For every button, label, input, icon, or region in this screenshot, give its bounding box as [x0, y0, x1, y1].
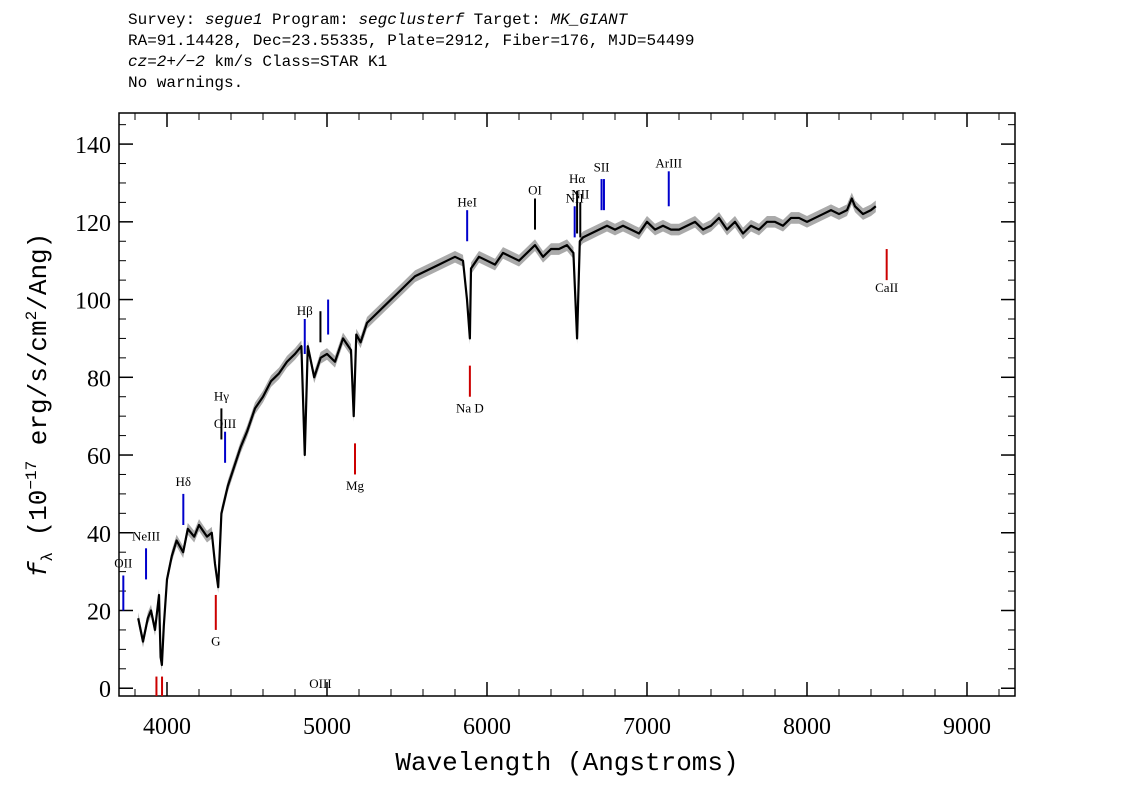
redshift-value: cz=2+/−2 [128, 53, 205, 71]
y-tick-label: 100 [75, 289, 111, 315]
spectrum-line [137, 197, 877, 667]
line-label: Mg [346, 478, 365, 493]
x-tick-label: 4000 [143, 714, 191, 740]
program-value: segclusterf [358, 11, 465, 29]
y-tick-label: 140 [75, 133, 111, 159]
y-axis-title: fλ (10−17 erg/s/cm2/Ang) [23, 233, 57, 578]
y-axis-title-b: erg/s/cm [24, 320, 54, 460]
x-tick-label: 6000 [463, 714, 511, 740]
x-tick-label: 8000 [783, 714, 831, 740]
line-label: CaII [875, 280, 898, 295]
x-tick-label: 7000 [623, 714, 671, 740]
line-label: SII [594, 159, 610, 174]
y-tick-label: 120 [75, 211, 111, 237]
y-tick-label: 0 [99, 677, 111, 703]
y-axis-title-exp2: 2 [23, 311, 41, 321]
y-axis-title-exp: −17 [23, 461, 41, 490]
line-label: OIII [214, 416, 236, 431]
line-label: Hα [569, 171, 585, 186]
header-line-survey: Survey: segue1 Program: segclusterf Targ… [128, 10, 695, 31]
line-label: NeIII [132, 529, 160, 544]
line-label: G [211, 633, 220, 648]
error-band-area [138, 192, 876, 671]
target-label: Target: [464, 11, 551, 29]
spectrum-series [137, 197, 877, 667]
y-axis-title-sub: λ [39, 552, 57, 562]
spectrum-header: Survey: segue1 Program: segclusterf Targ… [128, 10, 695, 94]
line-label: NII [571, 187, 589, 202]
line-label: OI [528, 183, 542, 198]
class-value: km/s Class=STAR K1 [204, 53, 388, 71]
y-axis-title-f: f [24, 560, 54, 577]
line-label: OIII [309, 676, 331, 691]
axis-ticks: 4000 5000 6000 7000 8000 9000 0 20 40 60 80 100 120 1… [75, 113, 1015, 740]
target-value: MK_GIANT [550, 11, 628, 29]
line-label: Hδ [176, 474, 192, 489]
line-label: NII [566, 190, 584, 205]
header-line-class: cz=2+/−2 km/s Class=STAR K1 [128, 52, 695, 73]
x-tick-label: 5000 [303, 714, 351, 740]
y-tick-label: 60 [87, 444, 111, 470]
plot-frame [118, 112, 1016, 697]
x-tick-label: 9000 [943, 714, 991, 740]
y-axis-title-c: /Ang) [24, 233, 54, 311]
survey-value: segue1 [204, 11, 263, 29]
error-band [138, 192, 876, 671]
line-label: HeI [457, 194, 477, 209]
line-label: OII [114, 556, 132, 571]
program-label: Program: [262, 11, 359, 29]
survey-label: Survey: [128, 11, 205, 29]
header-line-warnings: No warnings. [128, 74, 244, 92]
y-tick-label: 40 [87, 522, 111, 548]
line-label: Na D [456, 400, 484, 415]
header-line-coordinates: RA=91.14428, Dec=23.55335, Plate=2912, F… [128, 32, 695, 50]
line-label: Hβ [297, 303, 313, 318]
line-label: ArIII [655, 155, 682, 170]
x-axis-title: Wavelength (Angstroms) [395, 748, 738, 778]
y-tick-label: 80 [87, 366, 111, 392]
y-tick-label: 20 [87, 599, 111, 625]
line-label: Hγ [214, 389, 229, 404]
y-axis-title-a: (10 [24, 490, 54, 552]
